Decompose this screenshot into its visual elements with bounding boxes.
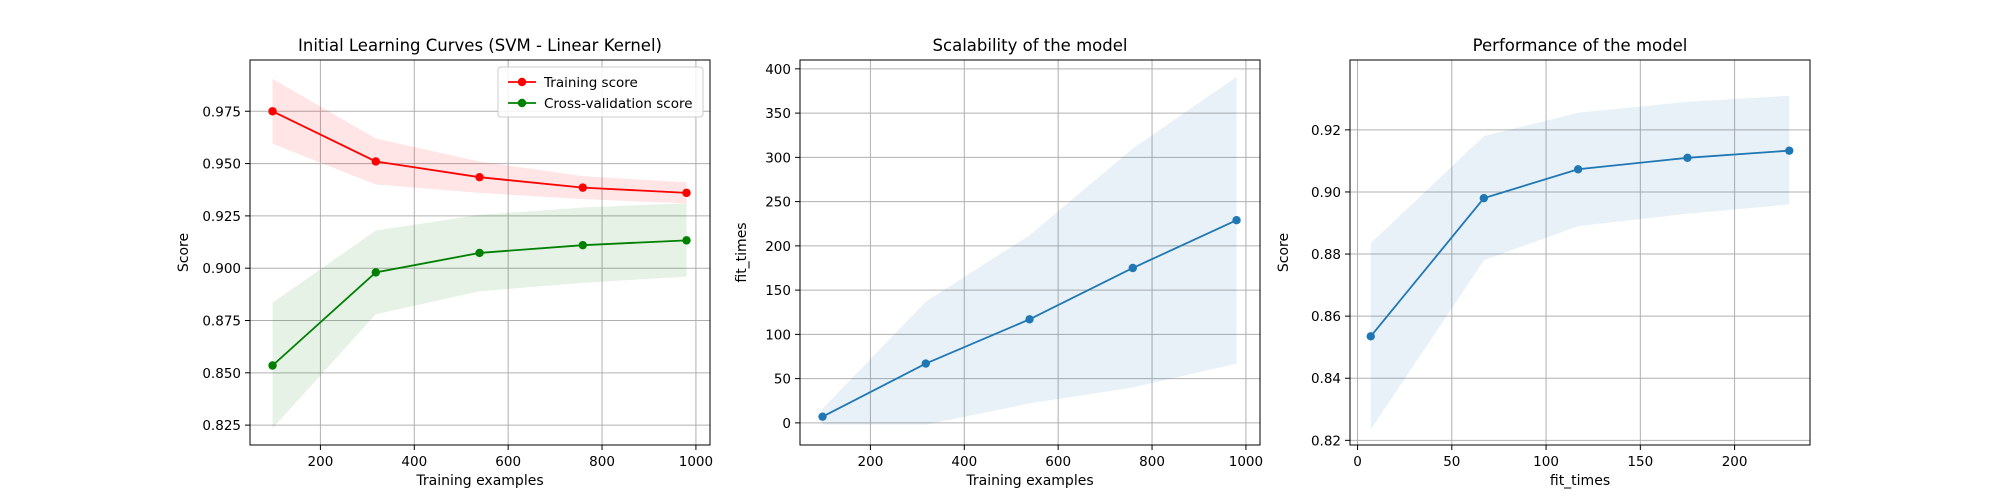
y-axis-label: Score (176, 233, 192, 272)
x-tick-label: 50 (1443, 454, 1460, 470)
y-axis-label: Score (1276, 233, 1292, 272)
y-tick-label: 0.850 (202, 366, 241, 382)
plot-area (268, 78, 691, 429)
y-tick-label: 0.92 (1311, 123, 1341, 139)
y-tick-label: 0.975 (202, 104, 241, 120)
y-tick-label: 350 (765, 106, 791, 122)
y-tick-label: 0 (782, 416, 791, 432)
data-point (682, 236, 691, 245)
learning-curves-panel: 200 400 600 800 1000 0.825 0.850 0.875 0.900 0.92… (176, 36, 713, 489)
data-point (268, 361, 277, 370)
y-tick-label: 0.88 (1311, 247, 1341, 263)
data-point (1785, 146, 1794, 155)
legend-marker (517, 98, 527, 108)
legend-box (497, 66, 704, 118)
data-point (268, 107, 277, 116)
legend-label: Training score (543, 75, 638, 91)
confidence-band-0 (822, 76, 1237, 425)
x-tick-label: 400 (401, 454, 427, 470)
y-tick-label: 0.950 (202, 157, 241, 173)
confidence-band-1 (272, 203, 687, 429)
x-axis-label: Training examples (965, 473, 1093, 489)
data-point (921, 359, 930, 368)
data-point (1573, 165, 1583, 174)
legend: Training score Cross-validation score (497, 66, 704, 118)
x-tick-label: 100 (1533, 454, 1559, 470)
y-tick-label: 300 (765, 150, 791, 166)
axes-frame (799, 59, 1261, 446)
x-axis-label: Training examples (415, 473, 543, 489)
data-point (818, 412, 827, 421)
y-tick-label: 0.825 (202, 418, 241, 434)
data-point (371, 268, 380, 277)
x-tick-label: 200 (308, 454, 334, 470)
legend-label: Cross-validation score (544, 96, 693, 112)
data-point (578, 240, 587, 250)
axes-frame (1349, 59, 1811, 446)
legend-marker (517, 77, 527, 87)
y-tick-label: 0.90 (1311, 185, 1341, 201)
x-tick-label: 1000 (679, 454, 713, 470)
data-point (371, 157, 380, 166)
grid (800, 60, 1260, 445)
x-tick-label: 600 (1045, 454, 1071, 470)
y-tick-label: 0.875 (202, 314, 241, 330)
y-tick-label: 50 (774, 372, 791, 388)
y-tick-label: 0.925 (202, 209, 241, 225)
y-tick-label: 100 (765, 327, 791, 343)
x-tick-label: 0 (1353, 454, 1362, 470)
data-point (682, 188, 691, 198)
y-tick-label: 0.86 (1311, 309, 1341, 325)
data-point (1128, 263, 1137, 273)
x-tick-label: 200 (1722, 454, 1748, 470)
x-tick-label: 800 (589, 454, 615, 470)
y-tick-label: 0.82 (1311, 433, 1341, 449)
performance-panel: 0 50 100 150 200 0.82 0.84 0.86 0.88 0.90 0.92 Perf… (1276, 36, 1811, 489)
data-point (475, 172, 484, 182)
x-tick-label: 150 (1627, 454, 1653, 470)
data-point (475, 248, 484, 258)
data-point (1683, 153, 1692, 163)
x-axis-label: fit_times (1550, 473, 1610, 489)
axes-frame (249, 59, 711, 446)
grid (250, 60, 710, 445)
plot-area (818, 76, 1241, 425)
confidence-band-0 (1370, 95, 1790, 430)
x-tick-label: 800 (1139, 454, 1165, 470)
chart-title: Initial Learning Curves (SVM - Linear Ke… (298, 36, 662, 55)
x-tick-label: 200 (858, 454, 884, 470)
y-tick-label: 0.900 (202, 261, 241, 277)
data-point (578, 183, 587, 192)
x-tick-label: 1000 (1229, 454, 1263, 470)
x-tick-label: 400 (951, 454, 977, 470)
y-tick-label: 0.84 (1311, 371, 1341, 387)
data-point (1025, 315, 1034, 324)
grid (1350, 60, 1810, 445)
chart-title: Scalability of the model (933, 36, 1128, 55)
y-tick-label: 400 (765, 62, 791, 78)
data-point (1232, 215, 1241, 225)
data-point (1479, 193, 1489, 203)
y-tick-label: 200 (765, 239, 791, 255)
plot-area (1366, 95, 1794, 430)
x-tick-label: 600 (495, 454, 521, 470)
chart-title: Performance of the model (1473, 36, 1688, 55)
confidence-band-0 (272, 78, 687, 204)
data-point (1366, 332, 1375, 341)
y-axis-label: fit_times (734, 222, 750, 282)
scalability-panel: 200 400 600 800 1000 0 50 100 150 200 250 300 350 400… (734, 36, 1263, 489)
y-tick-label: 150 (765, 283, 791, 299)
y-tick-label: 250 (765, 195, 791, 211)
